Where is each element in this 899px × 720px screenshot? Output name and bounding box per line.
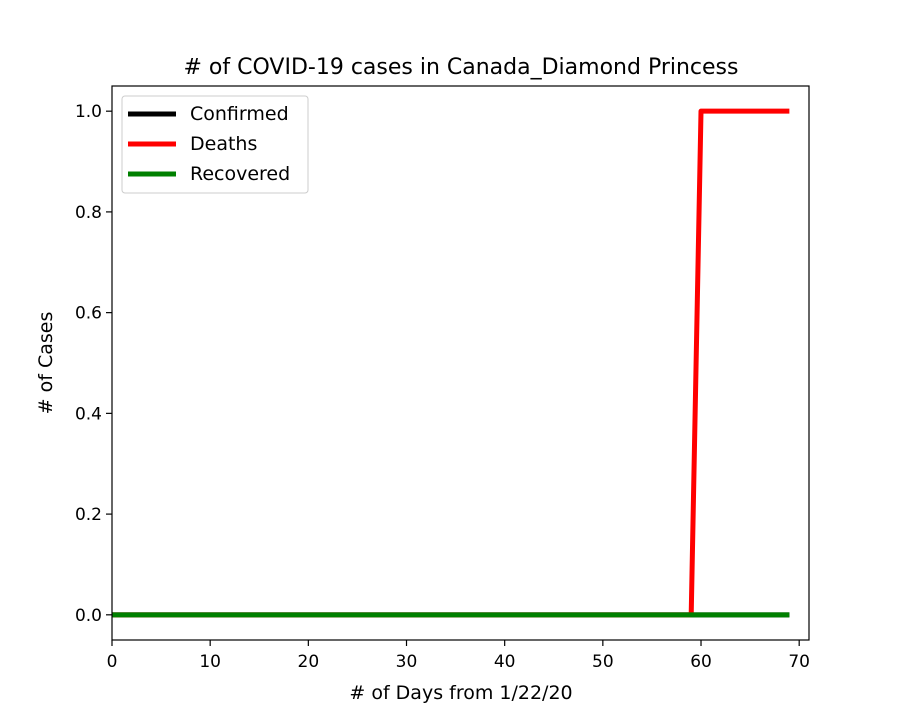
x-tick-label: 60	[690, 652, 712, 672]
y-tick-label: 0.8	[75, 203, 102, 223]
x-axis-ticks: 0 10 20 30 40 50 60 70	[107, 640, 810, 672]
x-tick-label: 30	[396, 652, 418, 672]
y-tick-label: 0.6	[75, 304, 102, 324]
x-tick-label: 70	[788, 652, 810, 672]
y-axis-ticks: 0.0 0.2 0.4 0.6 0.8 1.0	[75, 102, 112, 626]
x-tick-label: 50	[592, 652, 614, 672]
x-tick-label: 40	[494, 652, 516, 672]
y-tick-label: 1.0	[75, 102, 102, 122]
legend-label-recovered: Recovered	[190, 163, 290, 185]
x-tick-label: 0	[107, 652, 118, 672]
series-layer	[112, 108, 790, 618]
plot-frame	[111, 85, 810, 641]
y-tick-label: 0.2	[75, 505, 102, 525]
chart-title: # of COVID-19 cases in Canada_Diamond Pr…	[184, 55, 739, 80]
legend: Confirmed Deaths Recovered	[121, 95, 309, 194]
x-axis-label: # of Days from 1/22/20	[349, 682, 572, 704]
legend-label-confirmed: Confirmed	[190, 103, 289, 125]
legend-label-deaths: Deaths	[190, 133, 257, 155]
y-tick-label: 0.0	[75, 606, 102, 626]
x-tick-label: 10	[199, 652, 221, 672]
y-tick-label: 0.4	[75, 404, 102, 424]
x-tick-label: 20	[298, 652, 320, 672]
legend-frame	[121, 95, 309, 194]
y-axis-label: # of Cases	[35, 312, 57, 415]
